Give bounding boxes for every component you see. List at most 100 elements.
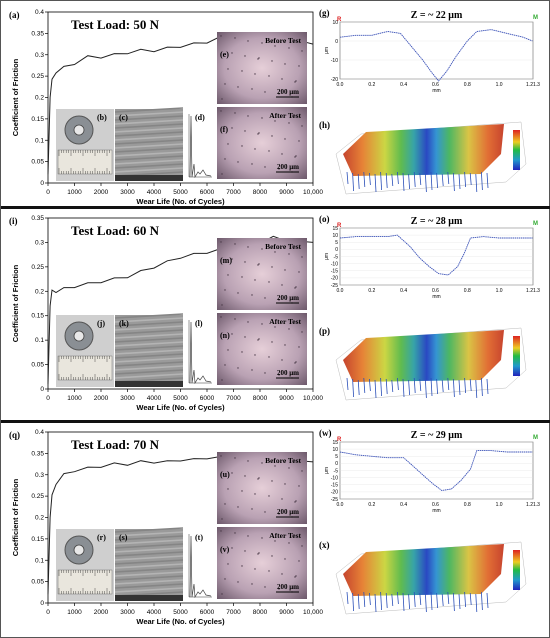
y-tick-label: 0.3 — [35, 52, 44, 59]
y-tick-label: -20 — [331, 490, 338, 496]
x-tick-label: 3000 — [120, 395, 135, 402]
x-tick-label: 7000 — [226, 609, 241, 616]
panel-label: (q) — [9, 430, 20, 440]
panel-label: (b) — [97, 113, 107, 122]
x-tick-label: 9000 — [279, 189, 294, 196]
cof-chart: 0 0.05 0.1 0.15 0.2 0.25 0.3 0.35 0.4 0 1000 2000 30… — [9, 429, 323, 626]
panel-label: (d) — [195, 113, 205, 122]
x-tick-label: 9000 — [279, 609, 294, 616]
depth-profile: -20 -10 0 10 0.0 0.2 0.4 0.6 0.8 1.0 1.21.3 mm μm Z =… — [319, 8, 540, 94]
y-tick-label: -20 — [331, 276, 338, 282]
x-tick-label: 6000 — [200, 395, 215, 402]
row-canvas: 0 0.05 0.1 0.15 0.2 0.25 0.3 0.35 0.4 0 1000 2000 30… — [9, 8, 540, 206]
sem-image: (c) — [114, 107, 184, 181]
x-tick-label: 4000 — [147, 189, 162, 196]
x-axis-label: Wear Life (No. of Cycles) — [136, 403, 225, 412]
x-tick-label: 0.0 — [337, 82, 344, 88]
panel-label: (l) — [195, 319, 203, 328]
micrograph-caption: After Test — [269, 111, 301, 120]
y-tick-label: 0 — [335, 461, 338, 467]
panel-label: (o) — [319, 214, 330, 224]
x-tick-label: 10,000 — [303, 189, 323, 196]
x-tick-label: 0.8 — [464, 502, 471, 508]
x-tick-label: 0.8 — [464, 288, 471, 294]
x-tick-label: 0.4 — [400, 502, 407, 508]
x-tick-label: 1000 — [67, 189, 82, 196]
row-canvas: 00.050.10.150.20.250.30.350 1000 2000 3000 4… — [9, 214, 540, 412]
y-tick-label: 0.35 — [31, 215, 44, 222]
y-axis-label: Coefficient of Friction — [11, 478, 20, 556]
ruler — [57, 569, 113, 595]
x-tick-label: 6000 — [200, 609, 215, 616]
specimen-photo: (b) — [56, 109, 114, 181]
micrograph-caption: Before Test — [265, 36, 301, 45]
y-tick-label: -5 — [334, 468, 339, 474]
x-tick-label: 5000 — [173, 609, 188, 616]
panel-label: (j) — [97, 319, 105, 328]
y-tick-label: 10 — [332, 447, 338, 453]
sem-image: (k) — [114, 313, 184, 387]
y-tick-label: -10 — [331, 475, 338, 481]
y-tick-label: 0 — [40, 180, 44, 187]
x-tick-label: 7000 — [226, 395, 241, 402]
x-tick-label: 2000 — [94, 395, 109, 402]
y-tick-label: 0.35 — [31, 450, 44, 457]
x-tick-label: 8000 — [253, 395, 268, 402]
depth-label: Z = ~ 28 μm — [411, 216, 463, 227]
cof-chart: 0 0.05 0.1 0.15 0.2 0.25 0.3 0.35 0.4 0 1000 2000 30… — [9, 9, 323, 206]
y-tick-label: -10 — [331, 58, 338, 64]
surface-3d-plot: (p) — [319, 326, 527, 401]
y-tick-label: 0.2 — [35, 95, 44, 102]
x-tick-label: 3000 — [120, 189, 135, 196]
panel-label: (c) — [119, 113, 128, 122]
y-tick-label: 0.15 — [31, 116, 44, 123]
y-tick-label: 0.35 — [31, 30, 44, 37]
x-tick-label: 1.0 — [496, 82, 503, 88]
panel-label: (r) — [97, 533, 106, 542]
x-tick-label: 3000 — [120, 609, 135, 616]
x-tick-label: 9000 — [279, 395, 294, 402]
x-tick-label: 7000 — [226, 189, 241, 196]
x-axis-label: mm — [432, 88, 440, 94]
marker-m: M — [533, 15, 538, 21]
x-tick-label: 8000 — [253, 609, 268, 616]
y-tick-label: -20 — [331, 77, 338, 83]
y-tick-label: 0.3 — [35, 239, 44, 246]
x-tick-label: 1.0 — [496, 288, 503, 294]
y-tick-label: 0 — [40, 600, 44, 607]
y-tick-label: 0.2 — [35, 288, 44, 295]
surface-3d-plot: (x) — [319, 540, 527, 615]
marker-r: R — [337, 223, 342, 229]
y-axis-label: Coefficient of Friction — [11, 58, 20, 136]
panel-label: (i) — [9, 216, 18, 226]
y-axis-label: Coefficient of Friction — [11, 264, 20, 342]
figure-row: 0 0.05 0.1 0.15 0.2 0.25 0.3 0.35 0 1000 2000 3000 4… — [1, 210, 550, 413]
x-tick-label: 1.21.3 — [526, 288, 540, 294]
marker-r: R — [337, 437, 342, 443]
y-tick-label: 10 — [332, 233, 338, 239]
y-tick-label: 0.25 — [31, 73, 44, 80]
figure-row: 0 0.05 0.1 0.15 0.2 0.25 0.3 0.35 0.4 0 1000 2000 30… — [1, 424, 550, 627]
specimen-photo: (r) — [56, 529, 114, 601]
panel-label: (v) — [220, 545, 230, 554]
x-tick-label: 0.2 — [368, 502, 375, 508]
sem-image: (s) — [114, 527, 184, 601]
scale-bar-label: 200 μm — [277, 163, 299, 171]
y-tick-label: 15 — [332, 226, 338, 232]
x-axis-label: Wear Life (No. of Cycles) — [136, 617, 225, 626]
micrograph-caption: Before Test — [265, 242, 301, 251]
x-tick-label: 1.0 — [496, 502, 503, 508]
y-tick-label: 0.25 — [31, 264, 44, 271]
y-tick-label: 0 — [335, 39, 338, 45]
x-tick-label: 1.21.3 — [526, 502, 540, 508]
y-tick-label: -15 — [331, 269, 338, 275]
x-tick-label: 0.4 — [400, 82, 407, 88]
load-title: Test Load: 50 N — [71, 17, 160, 32]
x-tick-label: 0.6 — [432, 82, 439, 88]
micrograph-caption: After Test — [269, 531, 301, 540]
panel-label: (a) — [9, 10, 20, 20]
x-tick-label: 0 — [46, 395, 50, 402]
y-tick-label: -10 — [331, 261, 338, 267]
